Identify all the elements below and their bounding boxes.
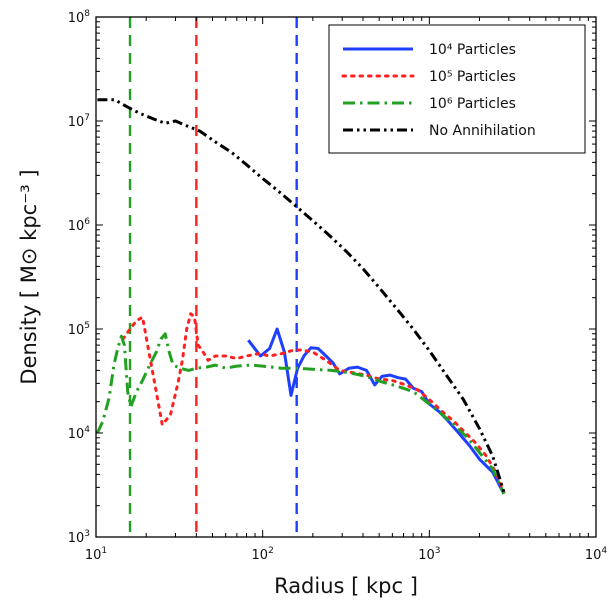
x-tick-label-2: 103 [418,546,440,563]
series-line-3 [97,98,506,493]
series-line-1 [121,312,506,494]
y-tick-label-3: 106 [68,217,91,234]
x-tick-label-3: 104 [585,546,608,563]
legend-box [328,24,586,154]
x-tick-label-0: 101 [85,546,107,563]
x-tick-label-1: 102 [252,546,274,563]
legend: 10⁴ Particles 10⁵ Particles 10⁶ Particles N… [328,24,586,154]
y-tick-label-5: 108 [68,9,91,26]
y-tick-labels: 103 104 105 106 107 108 [68,9,91,546]
y-tick-label-2: 105 [68,321,90,338]
x-axis-title: Radius [ kpc ] [274,574,418,598]
series-lines [96,98,506,495]
x-tick-labels: 101 102 103 104 [85,546,608,563]
axis-ticks [95,16,597,538]
y-tick-label-0: 103 [68,529,90,546]
legend-label-2: 10⁶ Particles [429,96,516,112]
y-tick-label-1: 104 [68,425,91,442]
y-tick-label-4: 107 [68,113,90,130]
legend-label-0: 10⁴ Particles [429,42,516,58]
vertical-reference-lines [128,17,298,537]
plot-frame [95,16,597,538]
legend-label-3: No Annihilation [429,123,536,139]
legend-label-1: 10⁵ Particles [429,69,516,85]
series-line-2 [96,332,506,495]
y-axis-title: Density [ M⊙ kpc⁻³ ] [17,169,41,384]
series-line-0 [247,327,506,495]
